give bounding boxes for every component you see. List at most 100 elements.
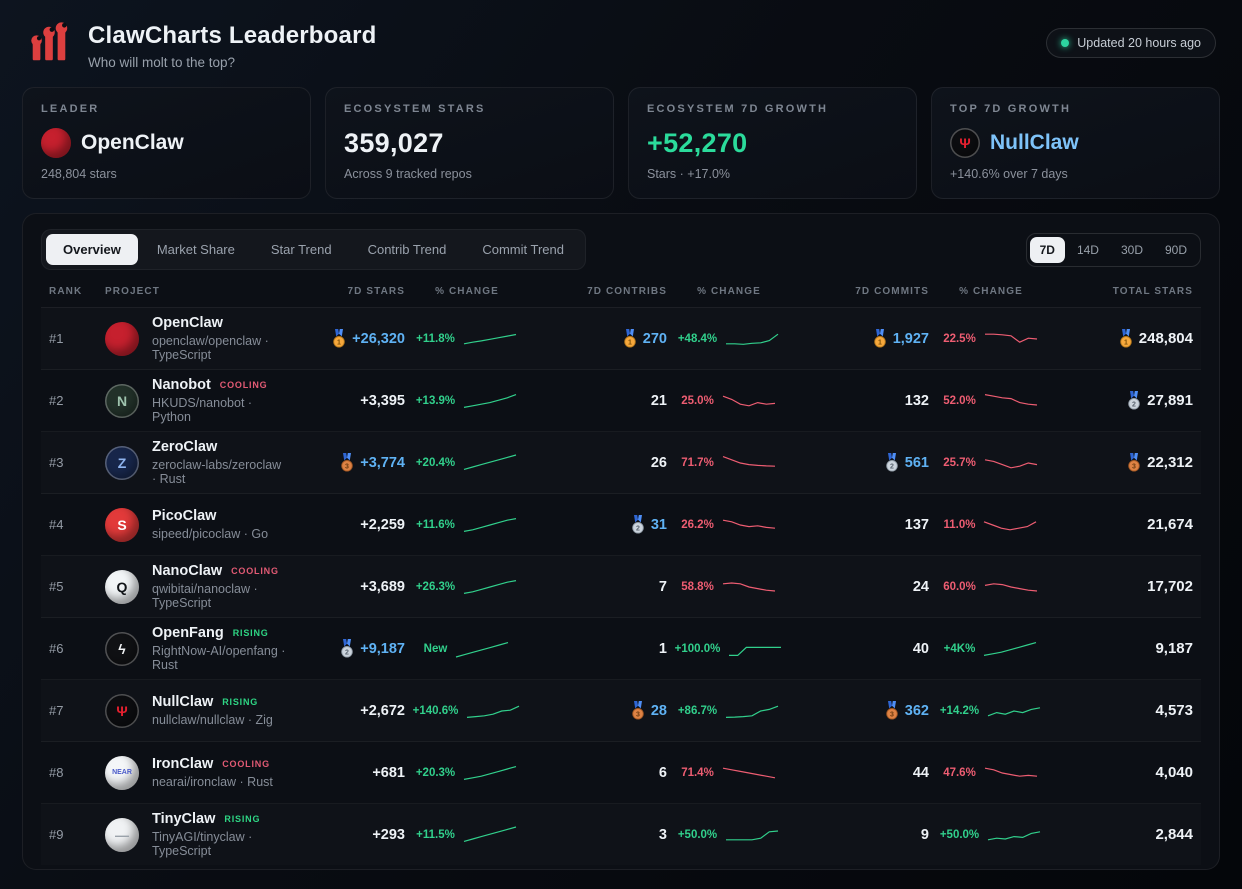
stat-card-label: ECOSYSTEM 7D GROWTH: [647, 103, 829, 115]
column-header: % CHANGE: [959, 286, 1023, 297]
commits-7d-value: 137: [904, 516, 929, 533]
project-name: OpenFang: [152, 625, 224, 641]
sparkline-up-icon: [456, 641, 509, 658]
silver-medal-icon: 2: [886, 453, 898, 472]
updated-badge: Updated 20 hours ago: [1046, 28, 1216, 58]
column-header: % CHANGE: [435, 286, 499, 297]
leaderboard-row-zeroclaw[interactable]: #3 Z ZeroClaw zeroclaw-labs/zeroclaw · R…: [41, 432, 1201, 494]
sparkline-up-icon: [464, 579, 517, 594]
range-30d[interactable]: 30D: [1111, 237, 1153, 263]
rank-label: #1: [49, 331, 64, 346]
tab-contrib-trend[interactable]: Contrib Trend: [351, 234, 464, 265]
tab-market-share[interactable]: Market Share: [140, 234, 252, 265]
range-90d[interactable]: 90D: [1155, 237, 1197, 263]
sparkline-up-icon: [726, 829, 779, 840]
rank-label: #3: [49, 455, 64, 470]
svg-text:2: 2: [890, 463, 894, 470]
stars-7d-value: +2,672: [360, 702, 405, 719]
stars-7d-value: +3,689: [360, 578, 405, 595]
range-switcher: 7D 14D 30D 90D: [1025, 232, 1201, 267]
sparkline-up-icon: [464, 765, 517, 780]
nullclaw-avatar: Ψ: [950, 128, 980, 158]
sparkline-up-icon: [726, 705, 779, 718]
svg-text:2: 2: [1132, 401, 1136, 408]
total-stars-value: 21,674: [1147, 516, 1193, 533]
stat-card-label: TOP 7D GROWTH: [950, 103, 1072, 115]
commits-change: 25.7%: [929, 453, 1053, 473]
sparkline-down-icon: [722, 519, 775, 529]
leaderboard-row-ironclaw[interactable]: #8 NEAR IronClaw COOLING nearai/ironclaw…: [41, 742, 1201, 804]
total-stars-value: 4,040: [1155, 764, 1193, 781]
total-stars-value: 1 248,804: [1053, 329, 1193, 348]
leaderboard-row-nanobot[interactable]: #2 N Nanobot COOLING HKUDS/nanobot · Pyt…: [41, 370, 1201, 432]
project-avatar: NEAR: [105, 755, 139, 790]
leaderboard-row-nullclaw[interactable]: #7 Ψ NullClaw RISING nullclaw/nullclaw ·…: [41, 680, 1201, 742]
svg-text:2: 2: [636, 525, 640, 532]
stars-change: +140.6%: [405, 701, 529, 721]
contribs-change: 71.4%: [667, 763, 791, 783]
contribs-7d-value: 1: [658, 640, 667, 657]
project-name: NullClaw: [152, 694, 214, 710]
contribs-7d-value: 2 31: [529, 515, 667, 534]
trend-badge: COOLING: [231, 566, 279, 576]
silver-medal-icon: 2: [1128, 391, 1140, 410]
commits-7d-value: 44: [912, 764, 929, 781]
contribs-7d-value: 7: [658, 578, 667, 595]
leaderboard-row-openclaw[interactable]: #1 OpenClaw openclaw/openclaw · TypeScri…: [41, 308, 1201, 370]
commits-7d-value: 132: [904, 392, 929, 409]
top-growth-name: NullClaw: [990, 131, 1079, 154]
ecosystem-stars-sub: Across 9 tracked repos: [344, 167, 472, 181]
stat-card-ecosystem-growth: ECOSYSTEM 7D GROWTH +52,270 Stars · +17.…: [628, 87, 917, 199]
column-header: 7D CONTRIBS: [587, 286, 667, 297]
tab-star-trend[interactable]: Star Trend: [254, 234, 349, 265]
commits-7d-value: 40: [912, 640, 929, 657]
stars-change: +11.6%: [405, 515, 529, 535]
range-14d[interactable]: 14D: [1067, 237, 1109, 263]
commits-7d-value: 9: [920, 826, 929, 843]
leaderboard-row-tinyclaw[interactable]: #9 — TinyClaw RISING TinyAGI/tinyclaw · …: [41, 804, 1201, 865]
leaderboard-row-nanoclaw[interactable]: #5 Q NanoClaw COOLING qwibitai/nanoclaw …: [41, 556, 1201, 618]
commits-change: +50.0%: [929, 825, 1053, 845]
total-stars-value: 3 22,312: [1053, 453, 1193, 472]
commits-change: 22.5%: [929, 329, 1053, 349]
project-name: TinyClaw: [152, 811, 216, 827]
project-avatar: Q: [105, 569, 139, 604]
stat-card-leader: LEADER OpenClaw 248,804 stars: [22, 87, 311, 199]
leaderboard-row-openfang[interactable]: #6 ϟ OpenFang RISING RightNow-AI/openfan…: [41, 618, 1201, 680]
gold-medal-icon: 1: [1120, 329, 1132, 348]
project-repo: nearai/ironclaw · Rust: [152, 775, 273, 789]
leaderboard-row-picoclaw[interactable]: #4 S PicoClaw sipeed/picoclaw · Go +2,25…: [41, 494, 1201, 556]
ecosystem-growth-sub: Stars · +17.0%: [647, 167, 731, 181]
bronze-medal-icon: 3: [632, 701, 644, 720]
project-name: PicoClaw: [152, 508, 217, 524]
commits-change: 60.0%: [929, 577, 1053, 597]
contribs-change: +100.0%: [667, 639, 791, 659]
commits-change: 47.6%: [929, 763, 1053, 783]
range-7d[interactable]: 7D: [1029, 236, 1065, 263]
sparkline-down-icon: [984, 333, 1037, 343]
column-header: % CHANGE: [697, 286, 761, 297]
sparkline-up-icon: [726, 333, 779, 345]
stars-change: New: [405, 639, 529, 659]
contribs-change: +48.4%: [667, 329, 791, 349]
header: ClawCharts Leaderboard Who will molt to …: [22, 14, 1220, 87]
contribs-change: 25.0%: [667, 391, 791, 411]
trend-badge: COOLING: [219, 380, 268, 390]
stars-7d-value: 1 +26,320: [287, 329, 405, 348]
svg-text:1: 1: [628, 339, 632, 346]
updated-text: Updated 20 hours ago: [1077, 36, 1201, 50]
table-header-row: RANK PROJECT 7D STARS % CHANGE 7D CONTRIBS % …: [41, 282, 1201, 308]
stars-7d-value: +681: [372, 764, 405, 781]
tab-overview[interactable]: Overview: [46, 234, 138, 265]
leader-name: OpenClaw: [81, 131, 184, 154]
tab-commit-trend[interactable]: Commit Trend: [465, 234, 581, 265]
bronze-medal-icon: 3: [1128, 453, 1140, 472]
sparkline-down-icon: [984, 582, 1037, 592]
sparkline-up-icon: [463, 825, 517, 842]
total-stars-value: 2,844: [1155, 826, 1193, 843]
stat-card-label: ECOSYSTEM STARS: [344, 103, 486, 115]
contribs-change: 26.2%: [667, 515, 791, 535]
silver-medal-icon: 2: [632, 515, 644, 534]
project-avatar: N: [105, 383, 139, 418]
project-repo: TinyAGI/tinyclaw · TypeScript: [152, 830, 253, 858]
